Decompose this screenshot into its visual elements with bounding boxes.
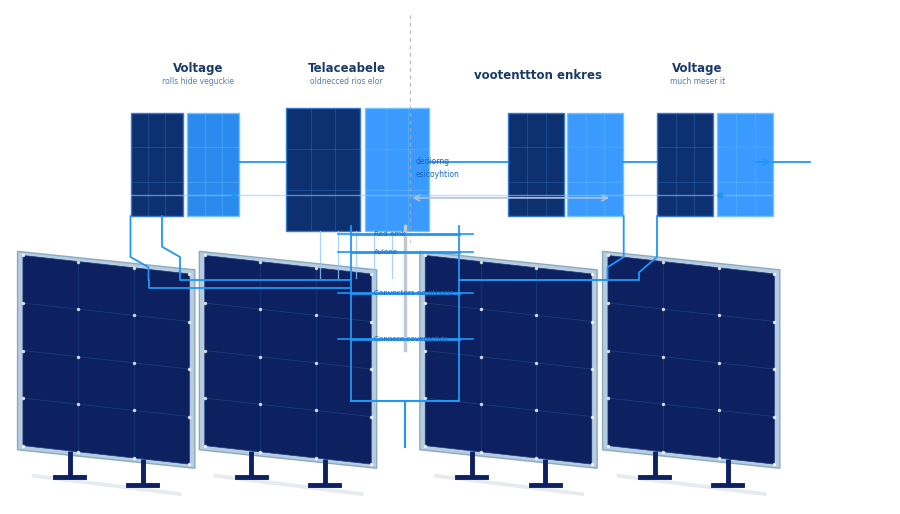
Text: Voltage: Voltage	[173, 62, 223, 75]
Text: rolls hide veguckie: rolls hide veguckie	[162, 77, 234, 86]
Text: esicoyhtion: esicoyhtion	[416, 170, 460, 179]
Polygon shape	[22, 255, 189, 464]
Text: Convnctors no nteorle: Convnctors no nteorle	[374, 290, 454, 296]
FancyBboxPatch shape	[187, 113, 239, 216]
Polygon shape	[425, 255, 592, 464]
FancyBboxPatch shape	[567, 113, 623, 216]
FancyBboxPatch shape	[508, 113, 564, 216]
Text: Avlone: Avlone	[374, 249, 398, 255]
Polygon shape	[205, 255, 371, 464]
Polygon shape	[608, 255, 774, 464]
FancyBboxPatch shape	[717, 113, 773, 216]
FancyBboxPatch shape	[364, 108, 429, 231]
Text: Voltage: Voltage	[672, 62, 723, 75]
Text: oldnecced rios elor: oldnecced rios elor	[310, 77, 382, 86]
Text: Connere covernchds: Connere covernchds	[374, 336, 447, 342]
Polygon shape	[603, 251, 779, 468]
FancyBboxPatch shape	[286, 108, 360, 231]
FancyBboxPatch shape	[130, 113, 183, 216]
Polygon shape	[419, 251, 598, 468]
Polygon shape	[17, 251, 194, 468]
Text: vootenttton enkres: vootenttton enkres	[474, 69, 602, 82]
Text: much meser it: much meser it	[670, 77, 725, 86]
Text: dediorng: dediorng	[416, 157, 450, 167]
FancyBboxPatch shape	[657, 113, 713, 216]
Polygon shape	[200, 251, 376, 468]
Text: Red omk: Red omk	[374, 231, 405, 237]
Text: Telaceabele: Telaceabele	[308, 62, 385, 75]
